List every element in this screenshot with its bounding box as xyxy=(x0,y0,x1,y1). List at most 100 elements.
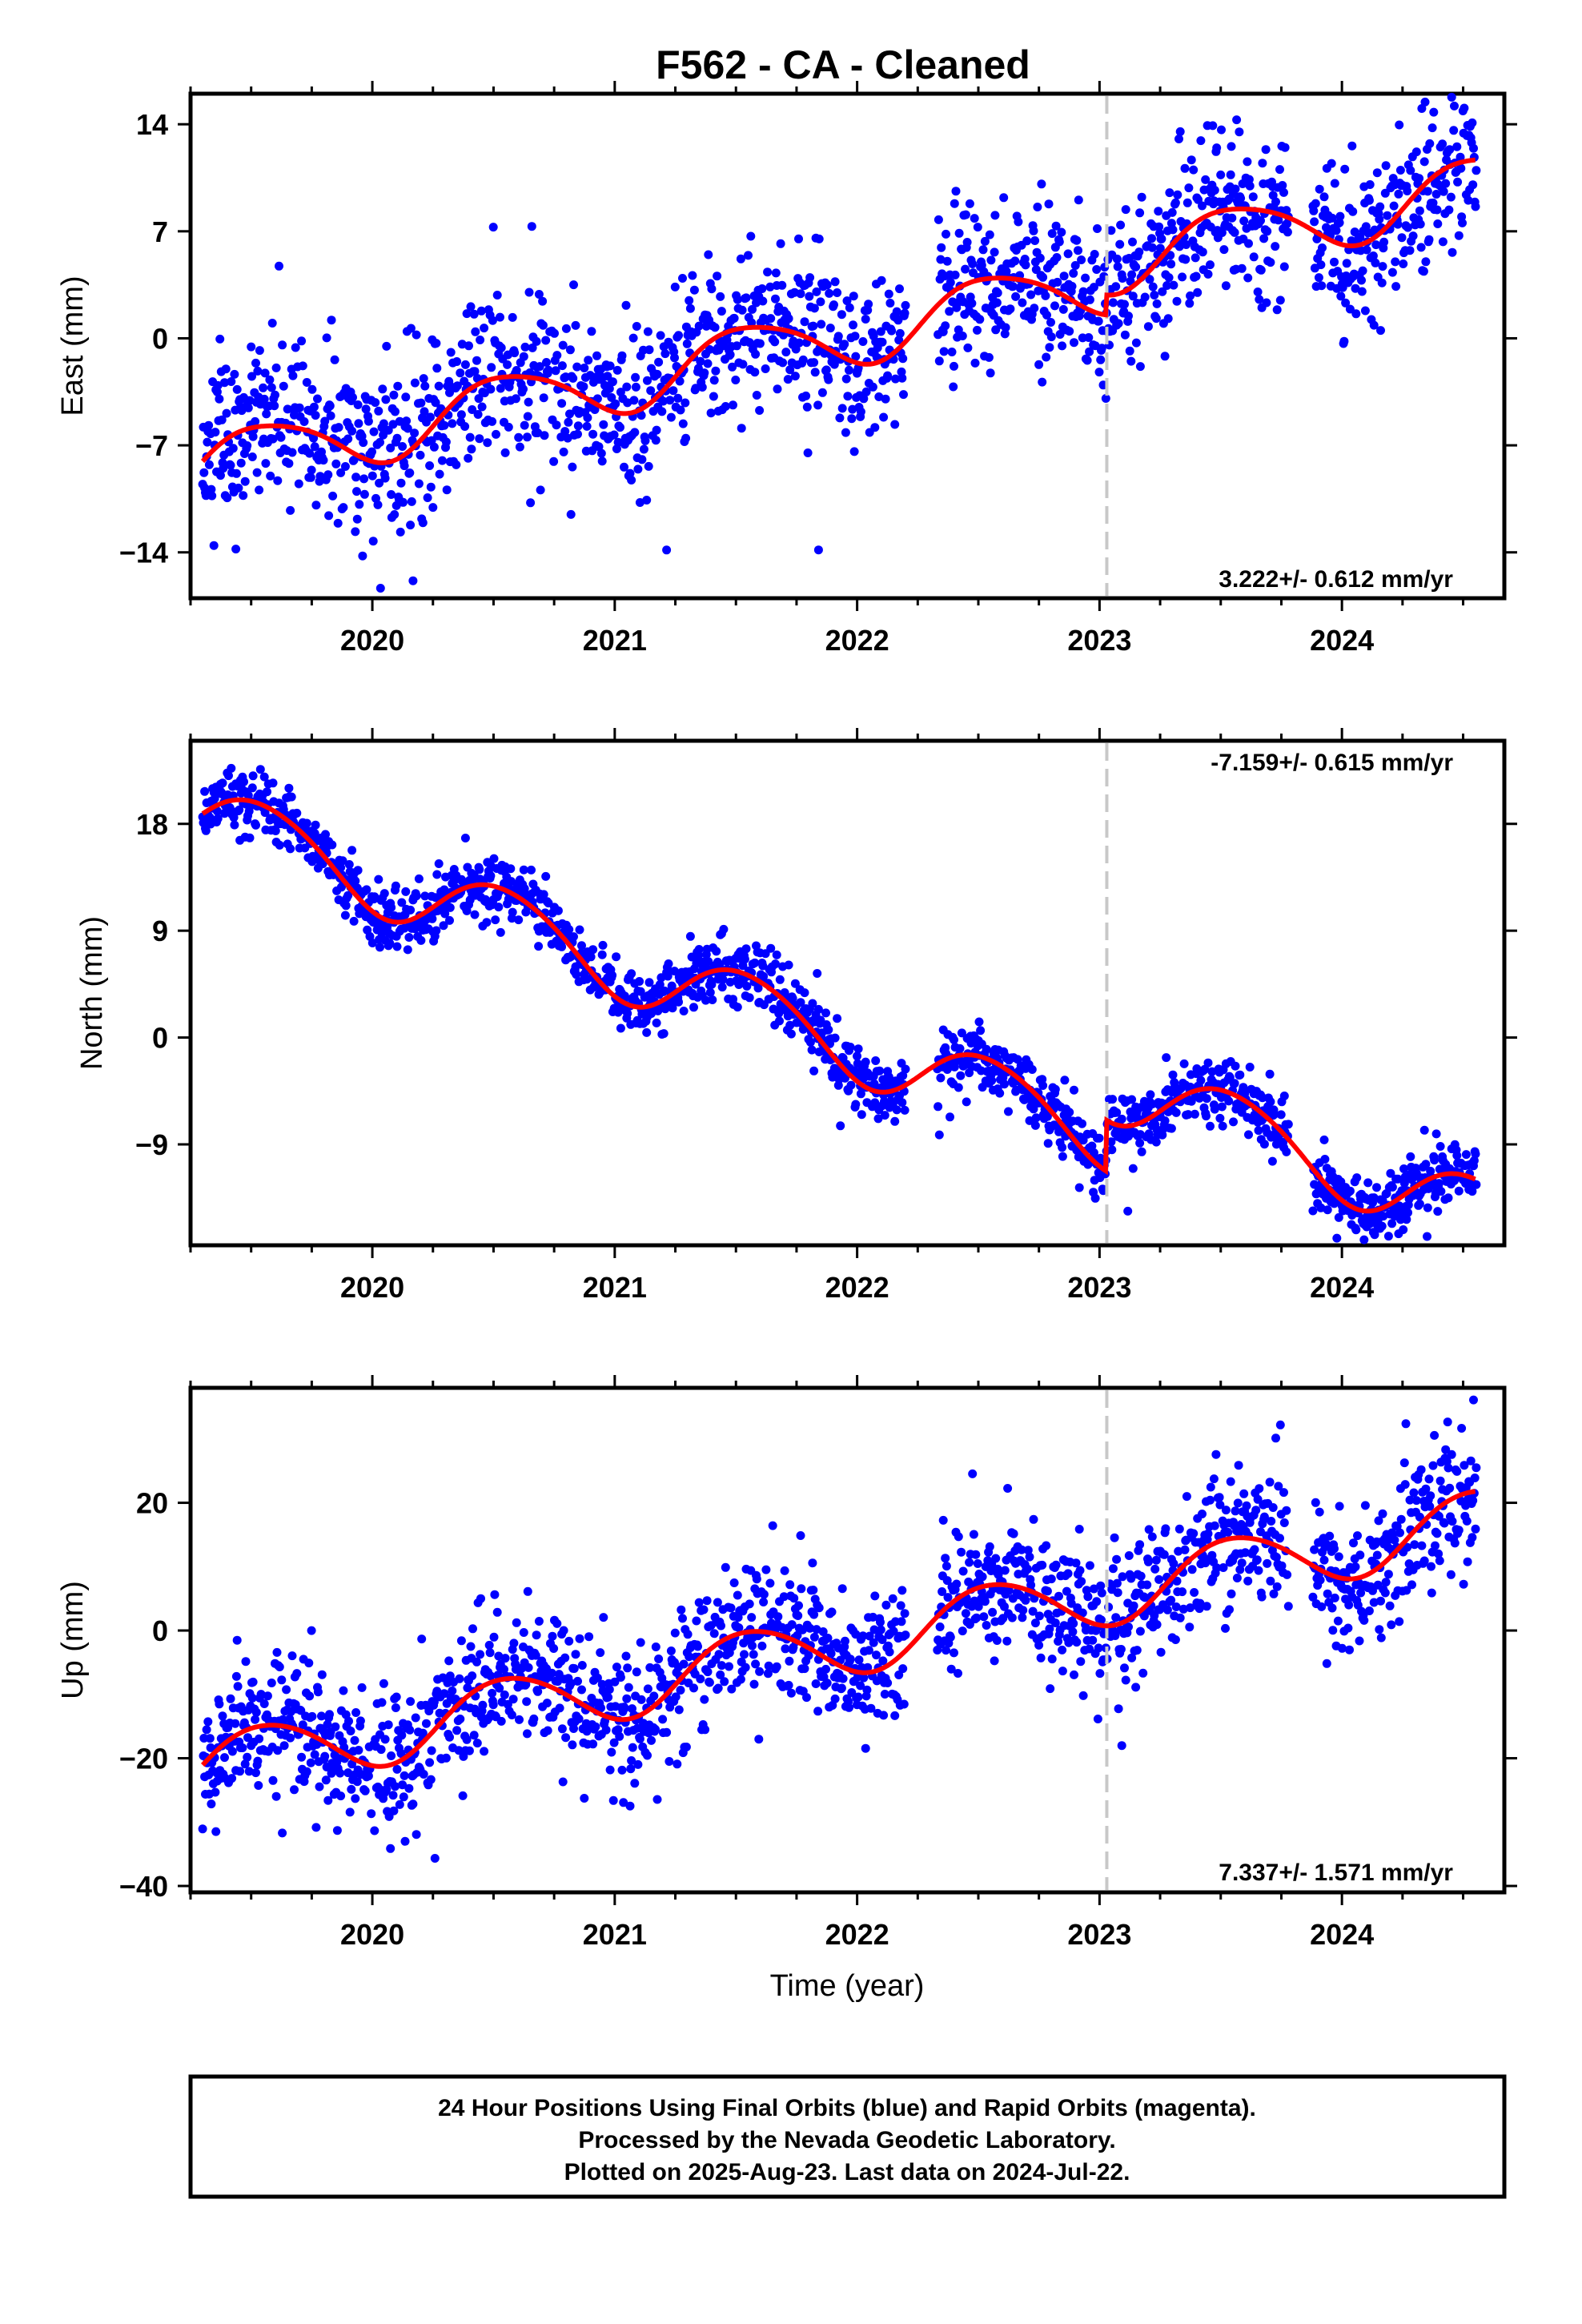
up-data-point xyxy=(645,1663,655,1672)
north-data-point xyxy=(302,818,311,828)
east-data-point xyxy=(611,399,620,408)
east-data-point xyxy=(351,472,361,482)
up-data-point xyxy=(671,1692,681,1702)
east-data-point xyxy=(1120,300,1129,309)
up-data-point xyxy=(942,1576,952,1586)
east-data-point xyxy=(1243,273,1253,283)
up-data-point xyxy=(749,1650,758,1659)
east-data-point xyxy=(1365,180,1375,189)
east-data-point xyxy=(1445,145,1455,155)
east-y-tick-label: 14 xyxy=(136,108,168,141)
north-data-point xyxy=(1190,1109,1199,1119)
up-data-point xyxy=(869,1625,879,1634)
east-data-point xyxy=(1311,199,1320,208)
east-data-point xyxy=(1181,255,1191,264)
east-data-point xyxy=(975,315,985,324)
east-data-point xyxy=(1160,352,1170,361)
up-data-point xyxy=(632,1723,642,1733)
east-data-point xyxy=(1175,127,1185,136)
east-data-point xyxy=(1278,181,1287,190)
north-data-point xyxy=(1472,1180,1481,1189)
east-data-point xyxy=(1010,256,1020,266)
east-data-point xyxy=(508,312,517,322)
north-data-point xyxy=(689,1003,698,1012)
east-data-point xyxy=(766,314,776,324)
east-data-point xyxy=(1391,257,1400,267)
east-data-point xyxy=(261,459,271,468)
up-data-point xyxy=(279,1741,289,1751)
north-data-point xyxy=(1160,1116,1170,1125)
east-data-point xyxy=(897,373,907,383)
east-data-point xyxy=(986,368,995,378)
north-data-point xyxy=(800,988,809,998)
east-data-point xyxy=(418,518,428,528)
north-data-point xyxy=(608,971,617,980)
up-data-point xyxy=(1004,1586,1014,1595)
east-data-point xyxy=(1415,174,1424,183)
east-data-point xyxy=(221,364,231,374)
east-data-point xyxy=(1163,314,1173,324)
east-data-point xyxy=(204,460,214,469)
east-data-point xyxy=(829,300,838,310)
up-data-point xyxy=(878,1656,888,1666)
east-data-point xyxy=(231,545,241,554)
east-data-point xyxy=(330,355,339,364)
east-data-point xyxy=(462,309,472,319)
east-data-point xyxy=(1283,227,1292,237)
east-data-point xyxy=(1357,287,1367,296)
up-data-point xyxy=(1112,1554,1122,1564)
up-data-point xyxy=(323,1719,332,1729)
east-data-point xyxy=(868,382,877,392)
east-data-point xyxy=(1261,145,1271,155)
up-data-point xyxy=(1095,1669,1105,1679)
north-data-point xyxy=(796,998,805,1007)
east-data-point xyxy=(1351,309,1361,319)
east-data-point xyxy=(1151,314,1161,324)
north-data-point xyxy=(1254,1126,1263,1136)
east-data-point xyxy=(1262,298,1271,308)
east-data-point xyxy=(368,537,378,546)
up-data-point xyxy=(946,1664,956,1674)
east-data-point xyxy=(248,432,258,441)
east-data-point xyxy=(270,401,279,411)
up-data-point xyxy=(705,1678,714,1687)
north-data-point xyxy=(1070,1085,1078,1095)
up-data-point xyxy=(1076,1657,1086,1667)
up-data-point xyxy=(1093,1715,1102,1723)
east-data-point xyxy=(587,327,596,336)
up-data-point xyxy=(305,1691,315,1701)
east-data-point xyxy=(278,340,287,350)
up-data-point xyxy=(796,1531,805,1540)
east-data-point xyxy=(582,421,592,431)
north-data-point xyxy=(572,970,581,979)
east-data-point xyxy=(1097,344,1106,353)
east-data-point xyxy=(243,403,253,412)
north-data-point xyxy=(644,978,654,987)
north-data-point xyxy=(705,987,715,997)
up-data-point xyxy=(398,1780,408,1790)
east-data-point xyxy=(1315,184,1324,194)
up-data-point xyxy=(1206,1482,1215,1492)
north-data-point xyxy=(1423,1203,1432,1212)
up-data-point xyxy=(607,1747,616,1757)
north-data-point xyxy=(1000,1080,1009,1089)
east-data-point xyxy=(1052,253,1062,262)
east-data-point xyxy=(348,392,357,402)
east-data-point xyxy=(557,399,567,408)
north-data-point xyxy=(440,885,449,895)
north-x-tick-label: 2021 xyxy=(583,1271,647,1304)
up-data-point xyxy=(1113,1588,1122,1598)
east-data-point xyxy=(405,468,415,477)
north-data-point xyxy=(1202,1094,1211,1104)
east-rate-label: 3.222+/- 0.612 mm/yr xyxy=(1219,566,1453,593)
north-data-point xyxy=(235,805,244,814)
up-data-point xyxy=(747,1613,757,1622)
up-data-point xyxy=(662,1727,672,1737)
up-data-point xyxy=(1234,1461,1243,1470)
up-data-point xyxy=(841,1636,849,1646)
up-data-point xyxy=(1170,1635,1180,1644)
north-data-point xyxy=(753,983,763,993)
up-data-point xyxy=(547,1668,556,1678)
east-data-point xyxy=(1256,216,1265,225)
east-data-point xyxy=(1198,247,1207,257)
